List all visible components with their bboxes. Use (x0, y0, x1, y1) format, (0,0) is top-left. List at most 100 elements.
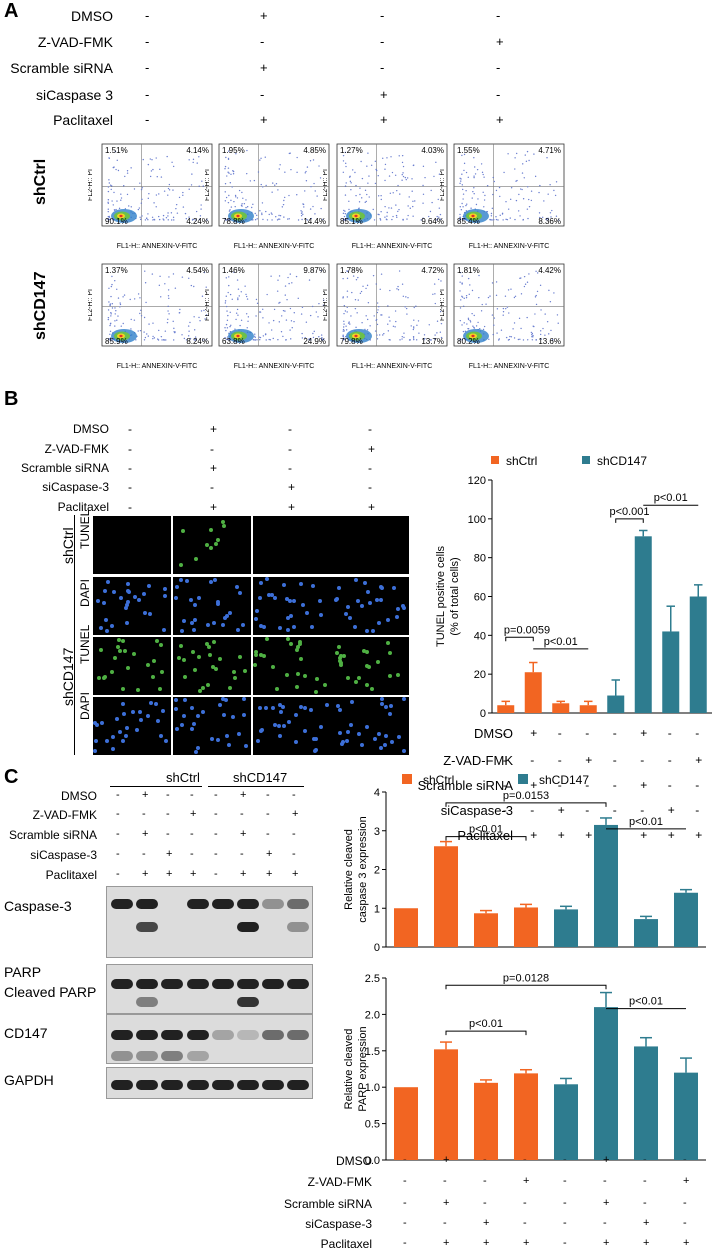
flow-dot (348, 321, 350, 323)
flow-dot (296, 171, 298, 174)
flow-dot (539, 216, 541, 219)
flow-dot (351, 169, 354, 171)
treatment-label: DMSO (73, 422, 109, 436)
significance-label: p=0.0153 (503, 790, 549, 802)
micrograph (253, 637, 331, 695)
flow-dot (281, 206, 284, 208)
y-tick-label: 20 (474, 669, 486, 681)
flow-dot (264, 156, 266, 158)
flow-dot (366, 284, 369, 287)
cell-dot (258, 705, 263, 710)
cell-dot (380, 585, 385, 590)
cell-dot (353, 625, 358, 630)
treatment-sign: - (368, 461, 372, 475)
cell-dot (360, 604, 365, 609)
cell-dot (365, 629, 370, 634)
cell-dot (253, 662, 257, 667)
flow-dot (227, 201, 230, 204)
flow-dot (387, 305, 389, 307)
treatment-sign: - (563, 1197, 567, 1209)
flow-dot (260, 183, 262, 186)
flow-dot (380, 198, 382, 201)
flow-dot (157, 338, 159, 340)
cell-dot (386, 640, 391, 645)
flow-dot (473, 157, 475, 159)
flow-dot (483, 176, 485, 178)
flow-dot (506, 218, 509, 221)
cell-dot (162, 594, 167, 599)
flow-dot (139, 182, 141, 184)
micrograph (93, 637, 171, 695)
treatment-sign: - (502, 726, 507, 740)
flow-dot (424, 337, 426, 340)
treatment-sign: + (667, 828, 675, 842)
flow-dot (486, 184, 489, 187)
flow-dot (491, 207, 494, 210)
flow-plot-svg: 1.27% 4.03%85.1% 9.64%FL1-H:: ANNEXIN-V-FI… (322, 143, 448, 250)
flow-dot (345, 162, 347, 165)
cell-dot (336, 644, 341, 649)
y-axis-label: caspase 3 expression (357, 816, 369, 922)
flow-dot (178, 196, 181, 199)
cell-dot (255, 608, 260, 613)
flow-dot (397, 285, 399, 288)
significance-label: p=0.0128 (503, 972, 549, 984)
treatment-sign: - (667, 753, 672, 767)
flow-dot (179, 308, 181, 311)
cell-dot (299, 704, 304, 709)
flow-dot (107, 316, 110, 319)
flow-dot (205, 314, 208, 316)
flow-dot (432, 293, 434, 296)
flow-dot (110, 188, 112, 191)
legend-label: shCD147 (597, 454, 647, 468)
cell-dot (233, 676, 238, 681)
flow-dot (323, 299, 325, 301)
blot-band (136, 997, 159, 1007)
flow-dot (366, 193, 368, 196)
legend-label: shCtrl (506, 454, 537, 468)
flow-dot (276, 290, 279, 292)
flow-dot (225, 196, 228, 199)
flow-plot-svg: 1.81% 4.42%80.2% 13.6%FL1-H:: ANNEXIN-V-FI… (439, 263, 565, 370)
cell-dot (313, 736, 318, 741)
flow-dot (538, 191, 540, 194)
flow-dot (346, 296, 349, 298)
flow-dot (163, 339, 165, 341)
bar (524, 672, 542, 713)
flow-dot (152, 337, 154, 340)
flow-dot (166, 321, 169, 324)
flow-dot (188, 188, 190, 190)
flow-dot (120, 197, 123, 199)
flow-dot (536, 272, 539, 274)
y-tick-label: 2 (374, 865, 380, 877)
flow-ylabel: FL2-H:: PI (88, 169, 94, 201)
cell-dot (99, 720, 104, 725)
flow-dot (427, 215, 430, 218)
flow-dot (301, 306, 304, 309)
flow-dot (306, 166, 309, 168)
treatment-sign: + (640, 778, 648, 792)
cell-dot (278, 734, 283, 739)
flow-dot (409, 207, 411, 209)
blot-band (211, 979, 234, 989)
bar (594, 1007, 618, 1160)
cell-dot (182, 714, 187, 719)
cell-dot (261, 624, 266, 629)
quadrant-lr: 4.24% (186, 217, 209, 226)
flow-dot (508, 312, 510, 314)
treatment-sign: + (240, 868, 247, 880)
flow-dot (245, 199, 247, 201)
flow-dot (547, 193, 549, 195)
flow-dot (286, 299, 288, 301)
quadrant-ul: 1.27% (340, 146, 363, 155)
flow-dot (374, 182, 377, 185)
flow-dot (265, 339, 267, 341)
treatment-sign: - (640, 803, 645, 817)
flow-dot (230, 324, 232, 326)
treatment-sign: + (640, 726, 648, 740)
treatment-sign: - (288, 422, 292, 436)
flow-dot (539, 330, 542, 332)
treatment-sign: - (145, 112, 150, 127)
